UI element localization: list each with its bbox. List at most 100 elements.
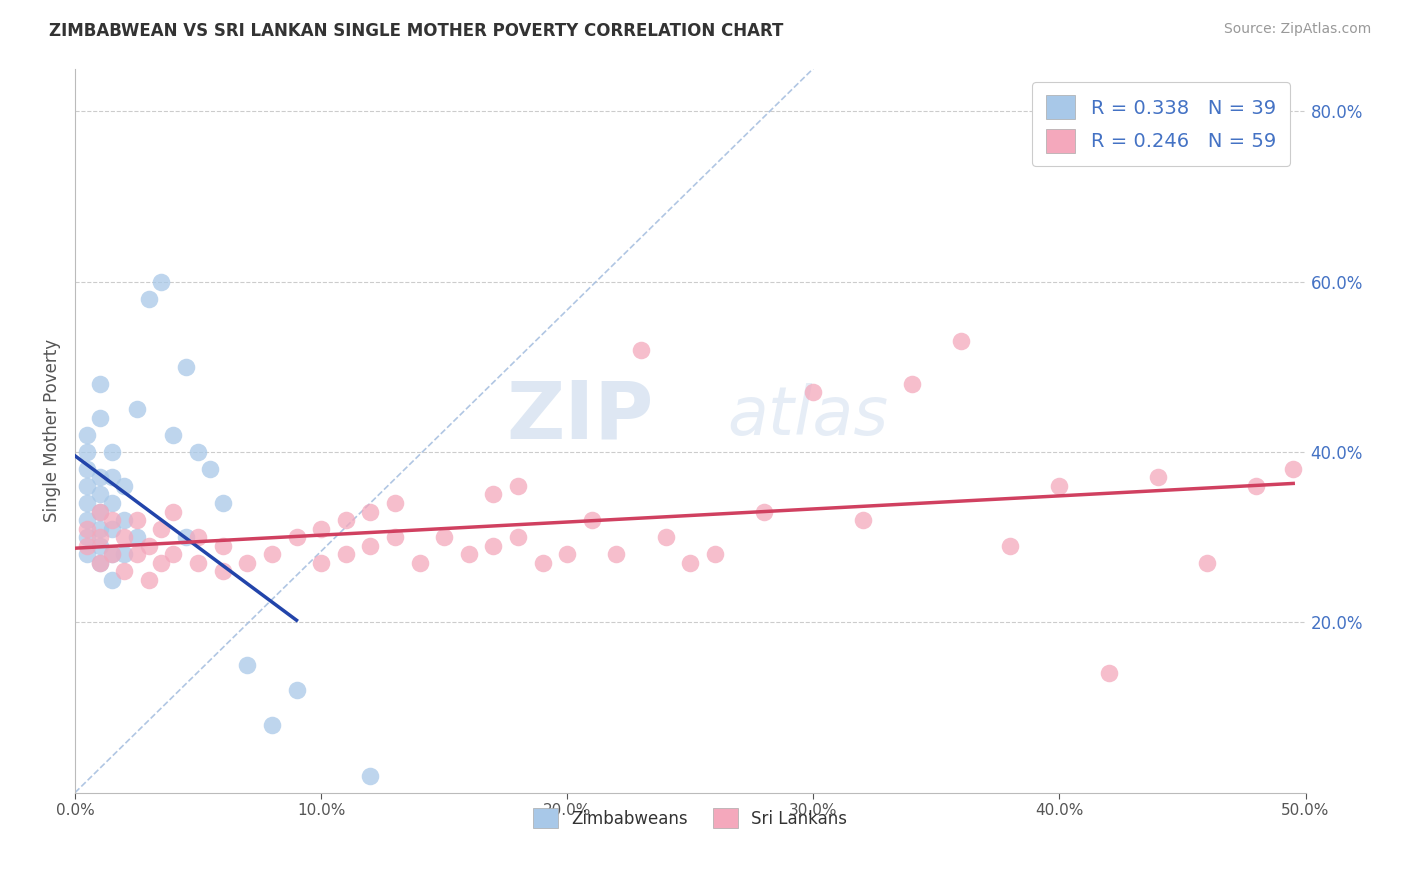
Point xyxy=(89,487,111,501)
Point xyxy=(482,487,505,501)
Point xyxy=(1147,470,1170,484)
Text: Source: ZipAtlas.com: Source: ZipAtlas.com xyxy=(1223,22,1371,37)
Point xyxy=(101,445,124,459)
Point xyxy=(506,530,529,544)
Point xyxy=(89,470,111,484)
Point xyxy=(506,479,529,493)
Point xyxy=(76,547,98,561)
Point xyxy=(900,376,922,391)
Point xyxy=(1282,462,1305,476)
Point xyxy=(359,539,381,553)
Point xyxy=(408,556,430,570)
Point xyxy=(703,547,725,561)
Point xyxy=(236,657,259,672)
Point xyxy=(285,683,308,698)
Point xyxy=(89,522,111,536)
Point xyxy=(433,530,456,544)
Point xyxy=(112,530,135,544)
Legend: Zimbabweans, Sri Lankans: Zimbabweans, Sri Lankans xyxy=(526,801,853,835)
Point xyxy=(89,556,111,570)
Point xyxy=(112,547,135,561)
Point xyxy=(76,513,98,527)
Point xyxy=(76,462,98,476)
Point xyxy=(150,522,173,536)
Point xyxy=(101,547,124,561)
Point xyxy=(260,717,283,731)
Point xyxy=(359,769,381,783)
Point xyxy=(112,479,135,493)
Point xyxy=(101,547,124,561)
Point xyxy=(125,547,148,561)
Point xyxy=(605,547,627,561)
Point xyxy=(76,445,98,459)
Point xyxy=(654,530,676,544)
Point xyxy=(138,573,160,587)
Point xyxy=(112,564,135,578)
Point xyxy=(309,556,332,570)
Point xyxy=(679,556,702,570)
Point xyxy=(555,547,578,561)
Point xyxy=(1047,479,1070,493)
Point xyxy=(384,530,406,544)
Point xyxy=(1246,479,1268,493)
Point xyxy=(359,504,381,518)
Point xyxy=(150,275,173,289)
Point xyxy=(285,530,308,544)
Point xyxy=(1197,556,1219,570)
Point xyxy=(211,564,233,578)
Point xyxy=(801,385,824,400)
Point xyxy=(125,530,148,544)
Text: ZIP: ZIP xyxy=(506,377,654,455)
Point xyxy=(531,556,554,570)
Point xyxy=(76,522,98,536)
Point xyxy=(384,496,406,510)
Point xyxy=(260,547,283,561)
Point xyxy=(125,513,148,527)
Point xyxy=(949,334,972,348)
Point xyxy=(851,513,873,527)
Point xyxy=(76,530,98,544)
Point xyxy=(76,496,98,510)
Point xyxy=(162,547,184,561)
Point xyxy=(76,539,98,553)
Point xyxy=(101,573,124,587)
Point xyxy=(335,513,357,527)
Point xyxy=(89,530,111,544)
Point xyxy=(482,539,505,553)
Point xyxy=(138,292,160,306)
Point xyxy=(89,410,111,425)
Point xyxy=(101,513,124,527)
Point xyxy=(581,513,603,527)
Point xyxy=(752,504,775,518)
Point xyxy=(138,539,160,553)
Point xyxy=(76,427,98,442)
Point xyxy=(101,496,124,510)
Point xyxy=(162,427,184,442)
Y-axis label: Single Mother Poverty: Single Mother Poverty xyxy=(44,339,60,522)
Point xyxy=(174,530,197,544)
Point xyxy=(200,462,222,476)
Point xyxy=(335,547,357,561)
Point xyxy=(89,504,111,518)
Point xyxy=(112,513,135,527)
Point xyxy=(89,556,111,570)
Point xyxy=(101,470,124,484)
Point xyxy=(187,445,209,459)
Point xyxy=(457,547,479,561)
Point xyxy=(89,539,111,553)
Point xyxy=(187,530,209,544)
Point xyxy=(76,479,98,493)
Point xyxy=(150,556,173,570)
Point xyxy=(101,522,124,536)
Point xyxy=(998,539,1021,553)
Text: atlas: atlas xyxy=(727,383,889,449)
Point xyxy=(174,359,197,374)
Point xyxy=(236,556,259,570)
Point xyxy=(309,522,332,536)
Point xyxy=(125,402,148,417)
Point xyxy=(89,376,111,391)
Point xyxy=(1098,666,1121,681)
Text: ZIMBABWEAN VS SRI LANKAN SINGLE MOTHER POVERTY CORRELATION CHART: ZIMBABWEAN VS SRI LANKAN SINGLE MOTHER P… xyxy=(49,22,783,40)
Point xyxy=(211,539,233,553)
Point xyxy=(162,504,184,518)
